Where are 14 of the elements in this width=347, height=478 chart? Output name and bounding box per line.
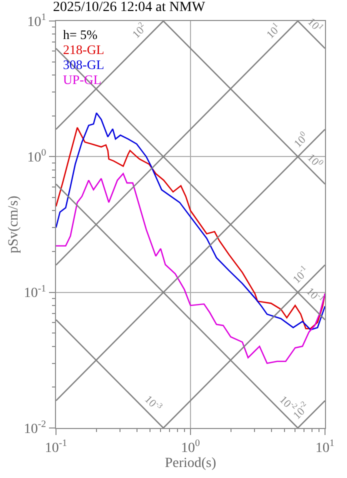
legend-title: h= 5% [63,27,98,42]
chart-title: 2025/10/26 12:04 at NMW [53,0,206,15]
text: 308-GL [63,57,104,72]
x-tick-label: 10$^{-1}$ [44,438,68,456]
y-tick-label: 10$^{1}$ [27,12,46,30]
text: UP-GL [63,72,102,87]
text: 218-GL [63,42,104,57]
y-tick-label: 10$^{-2}$ [24,419,46,437]
x-tick-label: 10$^{1}$ [316,438,335,456]
y-tick-label: 10$^{0}$ [27,148,46,166]
y-tick-label: 10$^{-1}$ [24,283,46,302]
y-axis-title: pSv(cm/s) [6,195,22,254]
x-tick-label: 10$^{0}$ [181,438,200,456]
x-axis-title: Period(s) [164,456,216,471]
